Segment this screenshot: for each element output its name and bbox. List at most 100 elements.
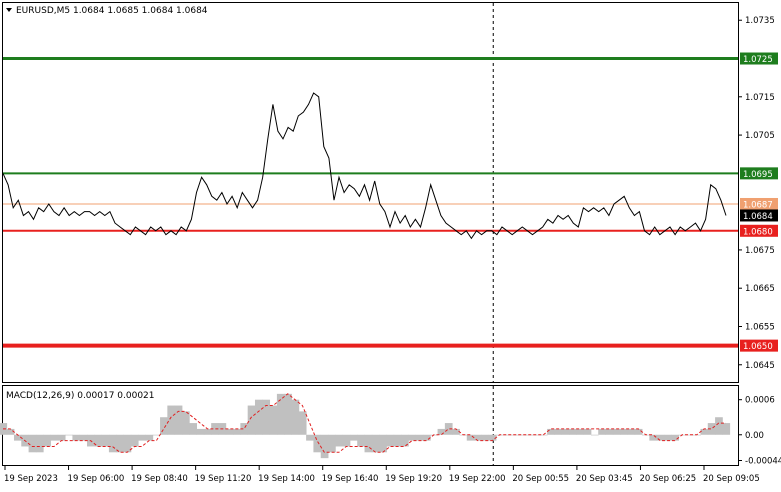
macd-bar [569, 428, 577, 435]
macd-bar [284, 393, 292, 435]
macd-bar [13, 434, 22, 441]
macd-bar [320, 434, 329, 459]
macd-bar [116, 434, 124, 453]
main-pane[interactable] [2, 3, 738, 382]
macd-bar [671, 434, 679, 441]
x-tick-label: 19 Sep 19:20 [385, 474, 442, 484]
x-tick-label: 19 Sep 2023 [4, 474, 58, 484]
current-price-tag [740, 209, 778, 222]
macd-bar [43, 434, 51, 447]
macd-bar [547, 428, 555, 435]
level-label: 1.0680 [743, 227, 773, 237]
triangle-down-icon[interactable] [6, 8, 12, 12]
macd-bar [590, 434, 599, 436]
x-tick-label: 19 Sep 06:00 [68, 474, 125, 484]
macd-bar [401, 434, 409, 447]
macd-bar [620, 428, 628, 435]
macd-bar [342, 434, 351, 447]
macd-bar [663, 434, 672, 441]
macd-bar [145, 434, 154, 441]
macd-bar [262, 399, 271, 435]
macd-bar [576, 428, 585, 435]
macd-bar [335, 434, 344, 447]
macd-bar [94, 434, 103, 447]
price-line [2, 92, 727, 240]
macd-bar [532, 434, 541, 436]
macd-bar [379, 434, 387, 453]
macd-bar [649, 434, 658, 441]
macd-bar [6, 428, 15, 435]
x-tick-label: 19 Sep 22:00 [449, 474, 506, 484]
macd-bar [269, 405, 278, 435]
macd-signal-line [3, 393, 726, 453]
macd-tick-label: 0.0006 [745, 396, 775, 406]
macd-bar [160, 417, 168, 435]
macd-bar [138, 434, 146, 441]
symbol-header: EURUSD,M5 1.0684 1.0685 1.0684 1.0684 [16, 6, 208, 16]
level-label: 1.0725 [743, 55, 773, 65]
macd-label: MACD(12,26,9) 0.00017 0.00021 [6, 391, 155, 401]
macd-bar [554, 428, 563, 435]
macd-bar [386, 434, 395, 447]
current-price-label: 1.0684 [743, 212, 773, 222]
macd-bar [349, 434, 358, 441]
macd-bar [233, 428, 241, 435]
x-tick-label: 20 Sep 03:45 [576, 474, 633, 484]
level-label: 1.0687 [743, 200, 773, 210]
macd-bar [65, 434, 73, 436]
macd-bar [130, 434, 139, 447]
macd-bar [415, 434, 424, 441]
macd-bar [306, 434, 314, 441]
macd-bar [364, 434, 373, 453]
macd-bar [612, 428, 621, 435]
macd-bar [181, 411, 190, 435]
x-tick-label: 19 Sep 16:40 [322, 474, 379, 484]
macd-bar [291, 399, 300, 435]
chart-header[interactable]: EURUSD,M5 1.0684 1.0685 1.0684 1.0684 [6, 6, 208, 16]
macd-bar [152, 434, 161, 436]
y-tick-label: 1.0735 [745, 16, 775, 26]
x-tick-label: 20 Sep 00:55 [512, 474, 569, 484]
y-tick-label: 1.0715 [745, 93, 775, 103]
level-tag-1.0650 [740, 339, 778, 352]
macd-bar [203, 428, 212, 435]
level-tag-1.0695 [740, 167, 778, 180]
main-pane-border [2, 2, 739, 383]
macd-bar [488, 434, 497, 441]
macd-bar [79, 434, 88, 441]
x-tick-label: 20 Sep 09:05 [703, 474, 760, 484]
macd-bar [328, 434, 336, 453]
macd-bar [174, 405, 183, 435]
y-tick-label: 1.0655 [745, 322, 775, 332]
macd-bar [408, 434, 417, 441]
macd-bar [634, 428, 643, 435]
macd-bar [276, 393, 285, 435]
macd-bar [700, 428, 709, 435]
y-tick-label: 1.0675 [745, 246, 775, 256]
macd-bar [605, 428, 614, 435]
macd-bar [481, 434, 490, 441]
macd-bar [437, 428, 446, 435]
macd-bar [313, 434, 322, 453]
macd-bar [240, 423, 249, 435]
macd-bar [28, 434, 37, 453]
macd-bar [685, 434, 694, 436]
macd-bar [598, 428, 606, 435]
y-tick-label: 1.0645 [745, 361, 775, 371]
macd-bar [211, 423, 219, 435]
macd-bar [707, 423, 716, 435]
macd-bar [123, 434, 132, 453]
macd-bar [167, 405, 176, 435]
x-tick-label: 20 Sep 06:25 [639, 474, 696, 484]
macd-bar [371, 434, 380, 453]
macd-bar [254, 399, 263, 435]
level-label: 1.0650 [743, 342, 773, 352]
x-tick-label: 19 Sep 11:20 [195, 474, 252, 484]
macd-bar [715, 417, 723, 435]
macd-pane[interactable] [0, 386, 731, 465]
macd-bar [444, 423, 453, 435]
macd-bar [466, 434, 475, 441]
macd-bar [225, 428, 234, 435]
